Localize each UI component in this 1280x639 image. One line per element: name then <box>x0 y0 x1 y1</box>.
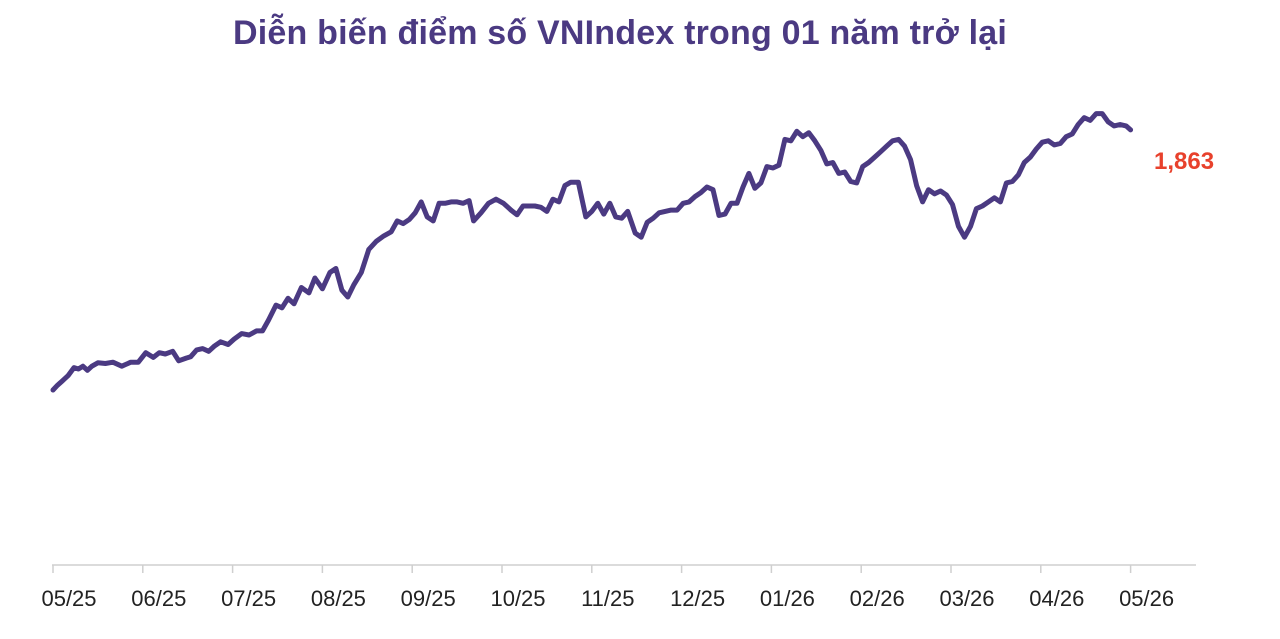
x-tick-label: 09/25 <box>401 586 456 611</box>
last-value-label: 1,863 <box>1154 148 1214 175</box>
x-tick-label: 01/26 <box>760 586 815 611</box>
x-tick-label: 04/26 <box>1029 586 1084 611</box>
x-tick-label: 02/26 <box>850 586 905 611</box>
chart-title: Diễn biến điểm số VNIndex trong 01 năm t… <box>233 14 1007 52</box>
x-tick-label: 08/25 <box>311 586 366 611</box>
x-tick-label: 05/25 <box>41 586 96 611</box>
x-tick-label: 06/25 <box>131 586 186 611</box>
x-tick-label: 11/25 <box>581 586 634 611</box>
x-tick-label: 10/25 <box>490 586 545 611</box>
x-ticks: 05/25 06/25 07/25 08/25 09/25 10/25 11/25 12/25… <box>41 565 1174 611</box>
x-tick-label: 12/25 <box>670 586 725 611</box>
series-line-vnindex <box>50 111 1134 393</box>
x-tick-label: 03/26 <box>939 586 994 611</box>
x-tick-label: 05/26 <box>1119 586 1174 611</box>
x-tick-label: 07/25 <box>221 586 276 611</box>
